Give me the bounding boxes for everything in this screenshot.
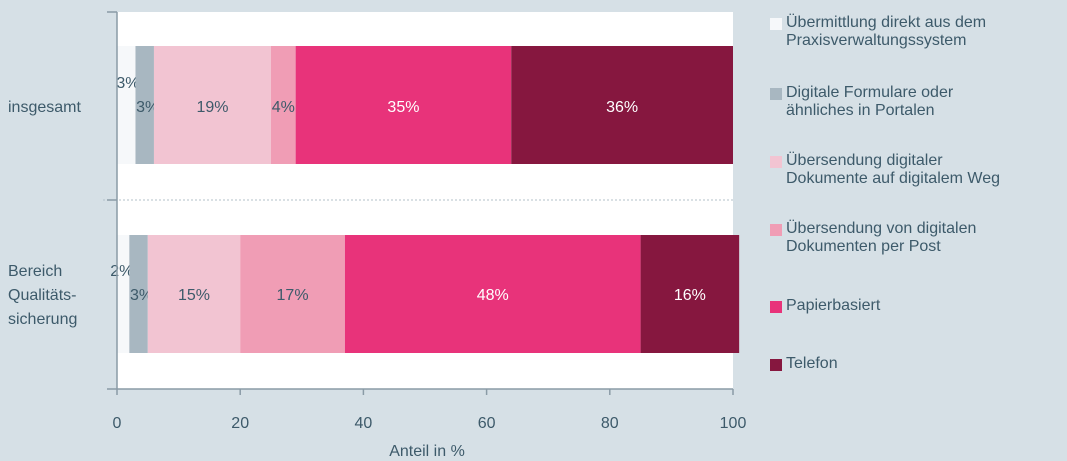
data-label-0-0: 3%: [116, 75, 139, 92]
x-tick-label-0: 0: [113, 415, 122, 432]
data-label-1-4: 48%: [477, 287, 509, 304]
data-label-0-2: 19%: [196, 99, 228, 116]
legend-label-line: Praxisverwaltungssystem: [786, 32, 967, 49]
legend-label-line: Dokumenten per Post: [786, 238, 941, 255]
legend-swatch: [770, 18, 782, 30]
bar-segment-0-3: [271, 46, 296, 164]
data-label-0-5: 36%: [606, 99, 638, 116]
data-label-0-3: 4%: [272, 99, 295, 116]
legend-label-line: Übersendung digitaler: [786, 152, 943, 169]
category-label-1-line-1: Qualitäts-: [8, 287, 76, 304]
category-label-1-line-2: sicherung: [8, 311, 77, 328]
data-label-0-4: 35%: [387, 99, 419, 116]
category-label-0-line-0: insgesamt: [8, 99, 81, 116]
data-label-1-3: 17%: [277, 287, 309, 304]
x-tick-label-4: 80: [601, 415, 619, 432]
x-tick-label-3: 60: [478, 415, 496, 432]
bar-segment-1-0: [117, 235, 130, 353]
bar-segment-0-4: [295, 46, 512, 164]
bar-segment-1-2: [147, 235, 241, 353]
legend-label-line: Übersendung von digitalen: [786, 220, 977, 237]
bar-segment-0-2: [153, 46, 271, 164]
legend-label: Telefon: [786, 355, 1066, 373]
bar-segment-0-0: [117, 46, 136, 164]
legend-swatch: [770, 301, 782, 313]
legend-swatch: [770, 224, 782, 236]
legend-label-line: Digitale Formulare oder: [786, 84, 954, 101]
legend-label: Übersendung von digitalen Dokumenten per …: [786, 220, 1066, 256]
legend-label-line: Übermittlung direkt aus dem: [786, 14, 987, 31]
legend-swatch: [770, 359, 782, 371]
bar-segment-1-4: [344, 235, 641, 353]
bar-segment-1-5: [640, 235, 740, 353]
legend-label: Übermittlung direkt aus dem Praxisverwalt…: [786, 14, 1066, 50]
legend-label-line: Papierbasiert: [786, 297, 881, 314]
legend-label-line: Dokumente auf digitalem Weg: [786, 170, 1001, 187]
x-axis-title: Anteil in %: [389, 443, 465, 460]
data-label-1-2: 15%: [178, 287, 210, 304]
legend-label-line: Telefon: [786, 355, 838, 372]
x-tick-label-2: 40: [355, 415, 373, 432]
x-tick-label-5: 100: [720, 415, 747, 432]
data-label-1-0: 2%: [110, 263, 133, 280]
legend-swatch: [770, 88, 782, 100]
data-label-1-5: 16%: [674, 287, 706, 304]
legend-label: Übersendung digitaler Dokumente auf digit…: [786, 152, 1066, 188]
bar-segment-1-1: [129, 235, 148, 353]
x-tick-label-1: 20: [231, 415, 249, 432]
legend-swatch: [770, 156, 782, 168]
data-label-1-1: 3%: [130, 287, 153, 304]
legend-label: Papierbasiert: [786, 297, 1066, 315]
data-label-0-1: 3%: [136, 99, 159, 116]
category-label-1-line-0: Bereich: [8, 263, 62, 280]
legend-label: Digitale Formulare oder ähnliches in Port…: [786, 84, 1066, 120]
bar-segment-0-5: [511, 46, 733, 164]
bar-segment-0-1: [135, 46, 154, 164]
bar-segment-1-3: [240, 235, 345, 353]
legend-label-line: ähnliches in Portalen: [786, 102, 935, 119]
